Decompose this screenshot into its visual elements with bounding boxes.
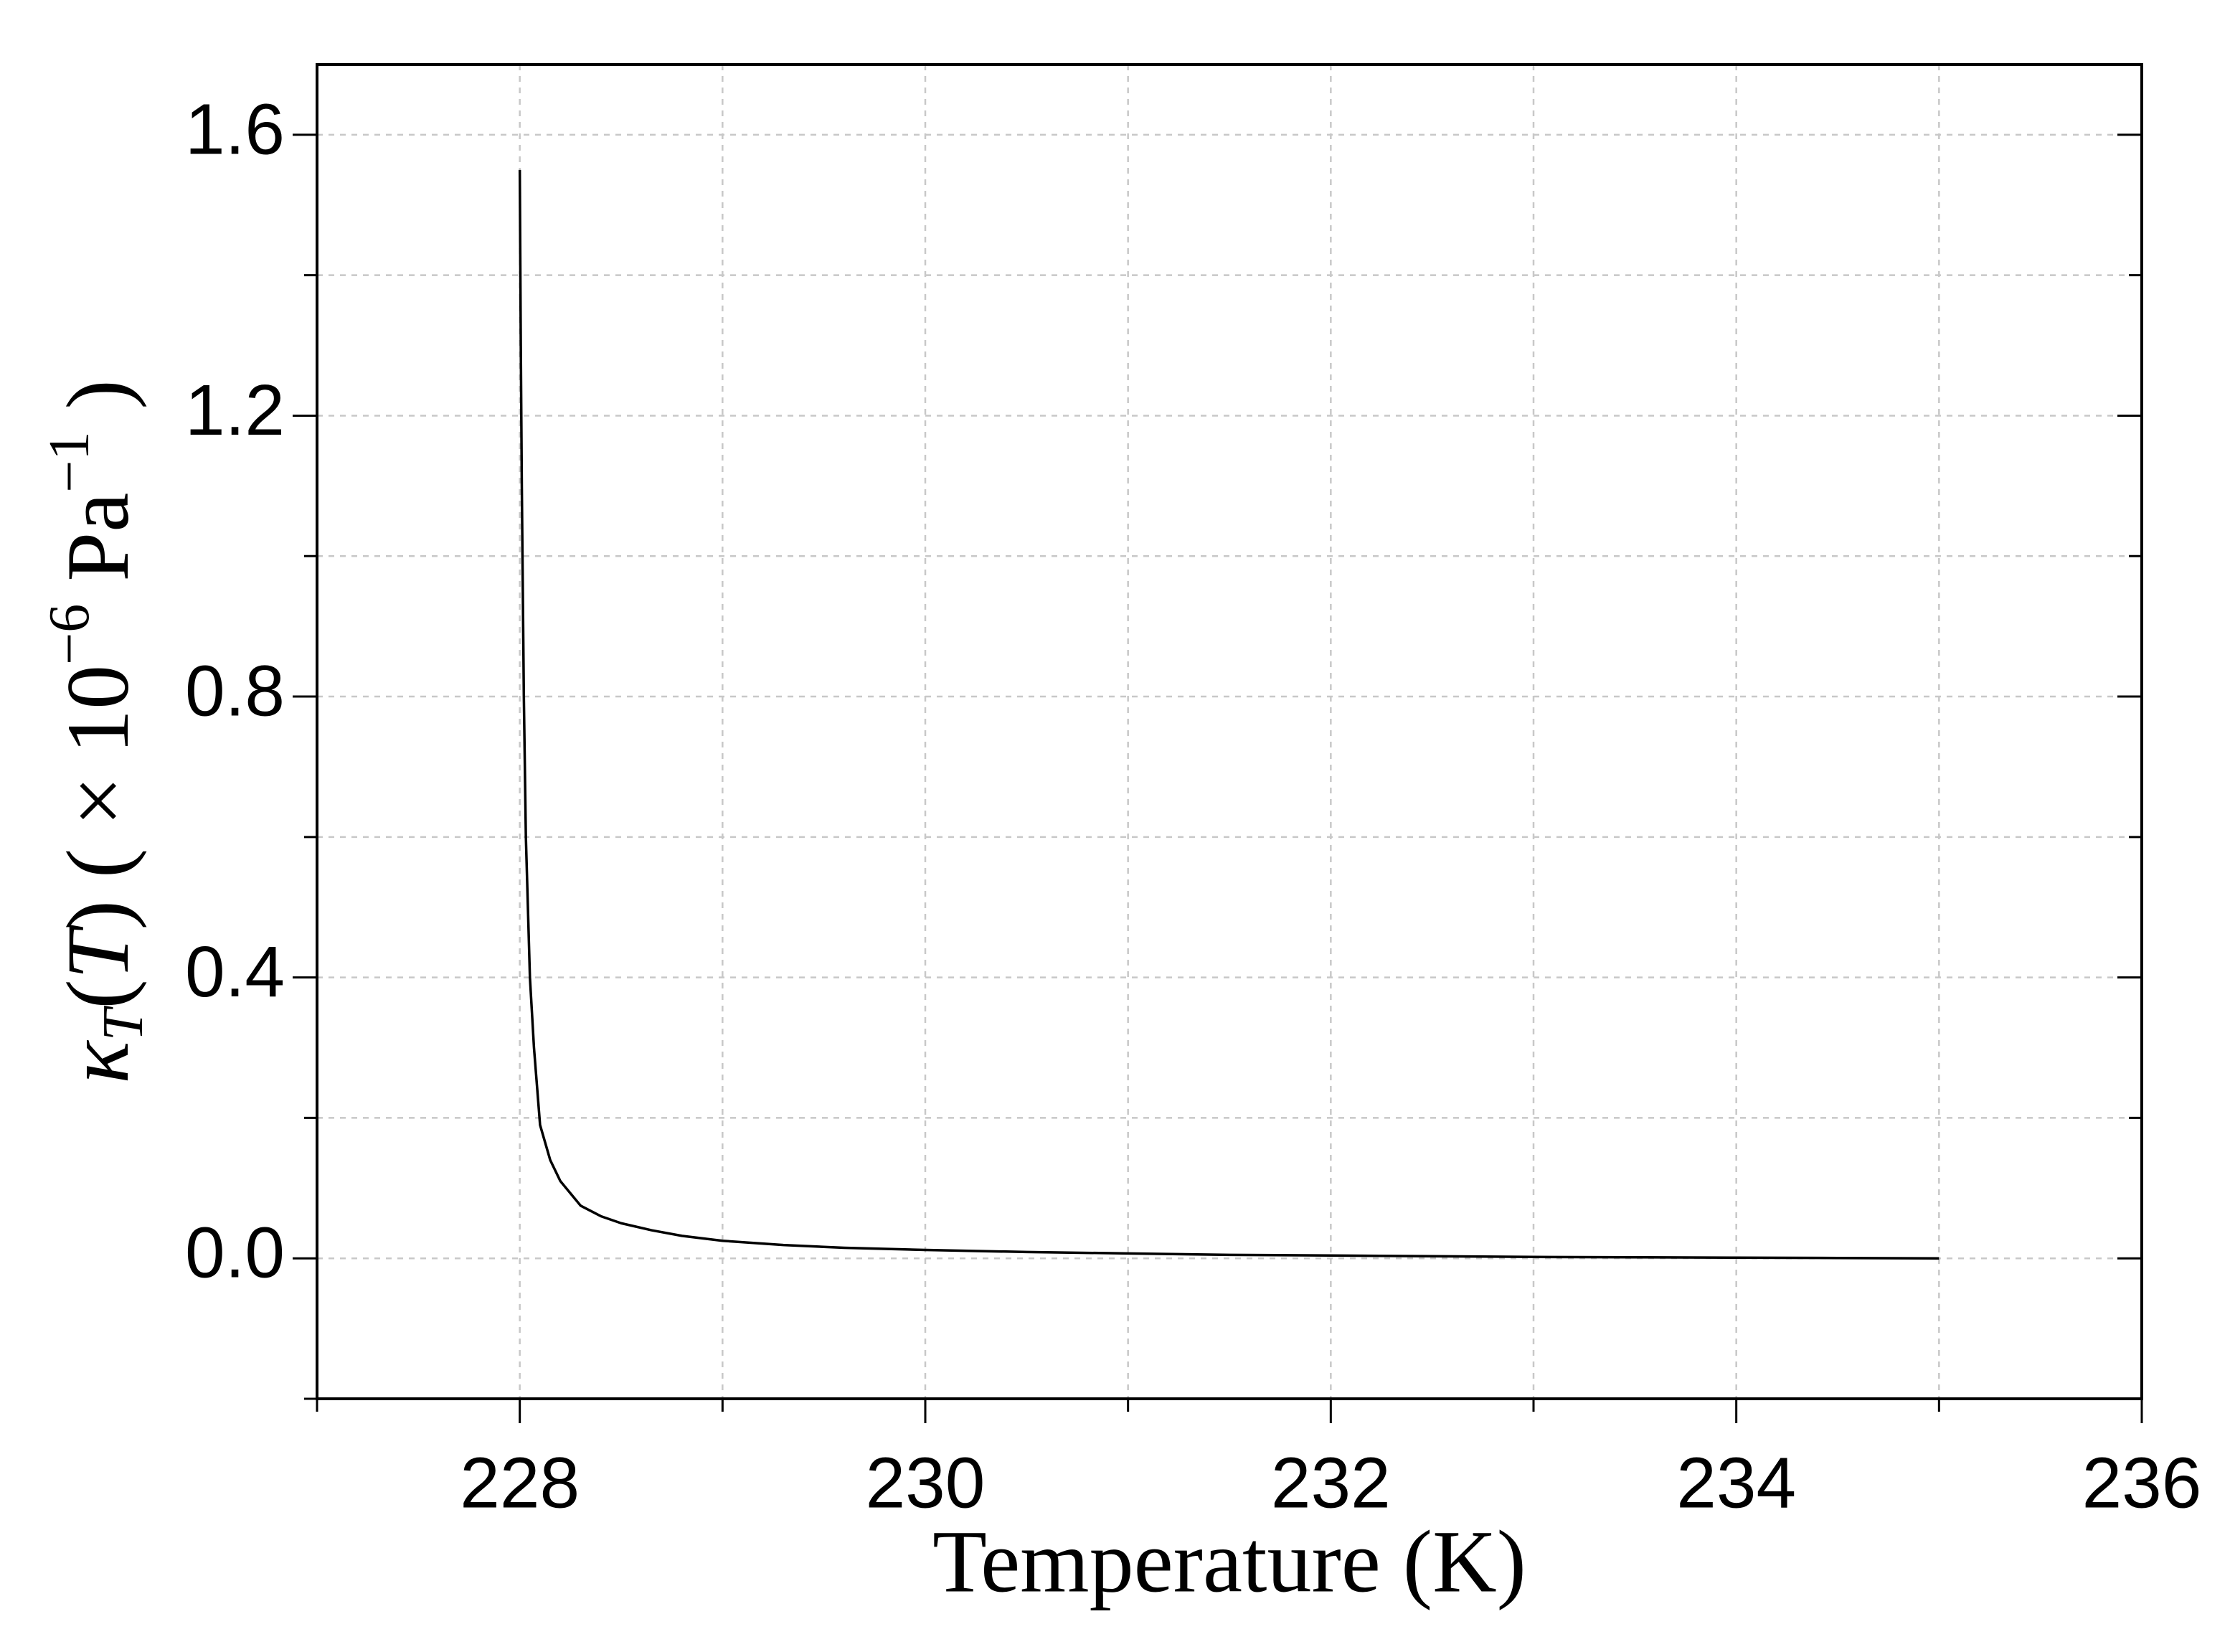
y-axis-label: κT(T) ( × 10−6 Pa−1 ) (38, 379, 155, 1083)
data-line (518, 169, 1940, 1260)
y-label-part: ) (49, 379, 147, 431)
plot-frame (316, 63, 2143, 1400)
y-tick-label: 0.8 (185, 651, 285, 731)
x-tick-label: 234 (1676, 1443, 1796, 1523)
y-label-part: −1 (38, 432, 101, 493)
y-tick-label: 1.6 (185, 89, 285, 169)
y-label-part: κ (49, 1040, 147, 1084)
y-label-part: Pa (49, 493, 147, 604)
y-tick-label: 0.4 (185, 932, 285, 1012)
y-label-part: ) (49, 900, 147, 930)
x-tick-label: 232 (1271, 1443, 1391, 1523)
y-label-part: −6 (38, 604, 101, 665)
y-tick-label: 0.0 (185, 1213, 285, 1293)
y-label-part: T (49, 924, 147, 979)
x-tick-label: 228 (460, 1443, 580, 1523)
y-label-part: ( × 10 (49, 665, 147, 900)
x-tick-label: 236 (2082, 1443, 2202, 1523)
x-axis-label: Temperature (K) (932, 1512, 1526, 1610)
x-tick-label: 230 (866, 1443, 986, 1523)
y-label-part: ( (49, 979, 147, 1009)
y-tick-label: 1.2 (185, 370, 285, 450)
y-label-part: T (92, 1005, 155, 1041)
